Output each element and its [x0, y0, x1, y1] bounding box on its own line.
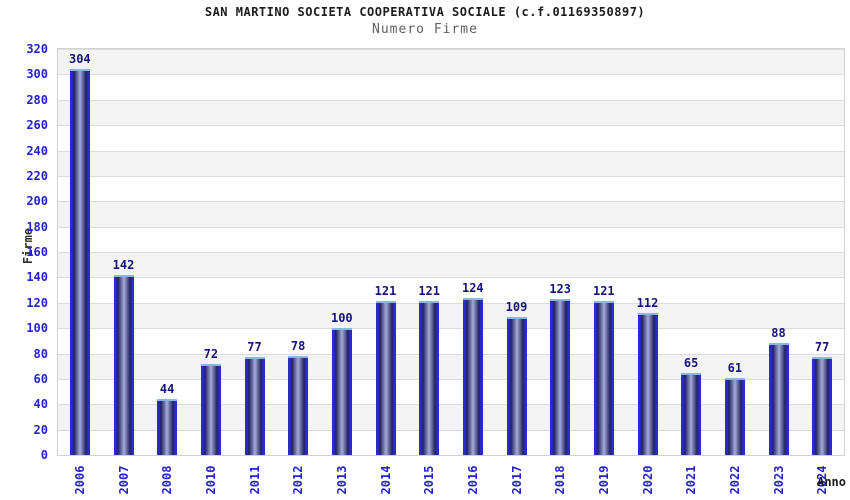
bar-value-label: 77: [247, 340, 262, 355]
y-axis-tick-label: 180: [26, 219, 48, 234]
grid-band: [58, 226, 844, 252]
bar-value-label: 100: [330, 311, 353, 326]
chart-title: SAN MARTINO SOCIETA COOPERATIVA SOCIALE …: [204, 5, 646, 19]
bar-value-label: 121: [418, 284, 440, 299]
y-axis-tick-label: 200: [26, 194, 48, 209]
bar-value-label: 109: [505, 299, 528, 314]
y-axis-tick-label: 0: [40, 448, 48, 462]
bar-2022: [724, 377, 745, 455]
bar-2011: [244, 357, 265, 455]
bar-2008: [157, 399, 178, 455]
x-axis-tick-label: 2016: [465, 465, 480, 495]
grid-band: [58, 99, 844, 126]
bar-2012: [288, 356, 309, 455]
x-axis-tick-label: 2014: [378, 465, 393, 495]
bar-value-label: 121: [374, 284, 397, 299]
bar-2023: [768, 343, 789, 455]
y-axis-tick-label: 40: [33, 397, 48, 412]
x-axis-tick-label: 2006: [72, 465, 87, 495]
grid-band: [58, 74, 844, 100]
y-axis-tick-label: 300: [26, 67, 48, 82]
grid-band: [58, 175, 844, 202]
y-axis-tick-label: 80: [33, 346, 48, 361]
y-axis-tick-label: 240: [26, 143, 48, 158]
grid-band: [58, 125, 844, 151]
grid-band: [58, 378, 844, 405]
y-axis-tick-label: 280: [26, 92, 48, 107]
y-axis-tick-label: 20: [33, 422, 48, 437]
bar-2020: [637, 312, 658, 455]
y-axis-tick-label: 260: [26, 118, 48, 133]
bar-2015: [419, 301, 440, 455]
y-axis-tick-label: 320: [26, 42, 48, 56]
bar-value-label: 88: [771, 326, 786, 341]
bar-2007: [113, 274, 134, 455]
x-axis-tick-label: 2012: [291, 465, 306, 495]
grid-band: [58, 429, 844, 455]
plot-area: [57, 48, 845, 456]
chart-subtitle: Numero Firme: [372, 22, 478, 37]
bar-value-label: 72: [203, 346, 219, 361]
grid-band: [58, 49, 844, 75]
bar-2006: [69, 69, 90, 455]
x-axis-tick-label: 2007: [116, 465, 131, 495]
x-axis-tick-label: 2017: [509, 465, 524, 495]
x-axis-tick-label: 2015: [422, 465, 437, 495]
y-axis-tick-label: 120: [26, 295, 48, 310]
grid-band: [58, 252, 844, 278]
grid-band: [58, 150, 844, 176]
x-axis-tick-label: 2011: [247, 465, 262, 495]
bar-value-label: 142: [112, 257, 135, 272]
grid-band: [58, 404, 844, 430]
x-axis-tick-label: 2021: [684, 465, 699, 495]
grid-band: [58, 302, 844, 329]
bar-value-label: 44: [159, 382, 175, 397]
bar-2016: [462, 297, 483, 455]
bar-value-label: 78: [290, 339, 306, 354]
x-axis-tick-label: 2013: [334, 465, 349, 495]
bar-2021: [681, 372, 702, 455]
x-axis-title: Anno: [817, 475, 846, 489]
bar-value-label: 124: [461, 280, 484, 295]
x-axis-tick-label: 2010: [203, 465, 218, 495]
bar-2024: [812, 357, 833, 455]
x-axis-tick-label: 2020: [640, 465, 655, 495]
x-axis-tick-label: 2022: [727, 465, 742, 495]
bar-2019: [593, 301, 614, 455]
y-axis-tick-label: 160: [26, 245, 48, 259]
grid-band: [58, 328, 844, 354]
x-axis-tick-label: 2008: [160, 465, 175, 495]
y-axis-tick-label: 220: [26, 168, 48, 183]
bar-value-label: 65: [683, 355, 699, 370]
y-axis-tick-label: 60: [33, 371, 48, 386]
grid-band: [58, 277, 844, 303]
bar-2017: [506, 316, 527, 455]
bar-2018: [550, 298, 571, 455]
bar-2014: [375, 301, 396, 455]
x-axis-tick-label: 2023: [771, 465, 786, 495]
bar-value-label: 304: [68, 52, 91, 67]
y-axis-tick-label: 100: [26, 321, 48, 336]
bar-value-label: 77: [814, 340, 830, 355]
bar-value-label: 112: [636, 295, 659, 310]
bar-value-label: 123: [549, 281, 571, 296]
grid-band: [58, 201, 844, 227]
y-axis-tick-label: 140: [26, 270, 48, 285]
bar-value-label: 61: [727, 360, 743, 375]
x-axis-tick-label: 2019: [596, 465, 611, 495]
x-axis-tick-label: 2018: [553, 465, 568, 495]
bar-2013: [331, 328, 352, 455]
bar-value-label: 121: [592, 284, 615, 299]
grid-band: [58, 353, 844, 379]
bar-2010: [200, 363, 221, 455]
